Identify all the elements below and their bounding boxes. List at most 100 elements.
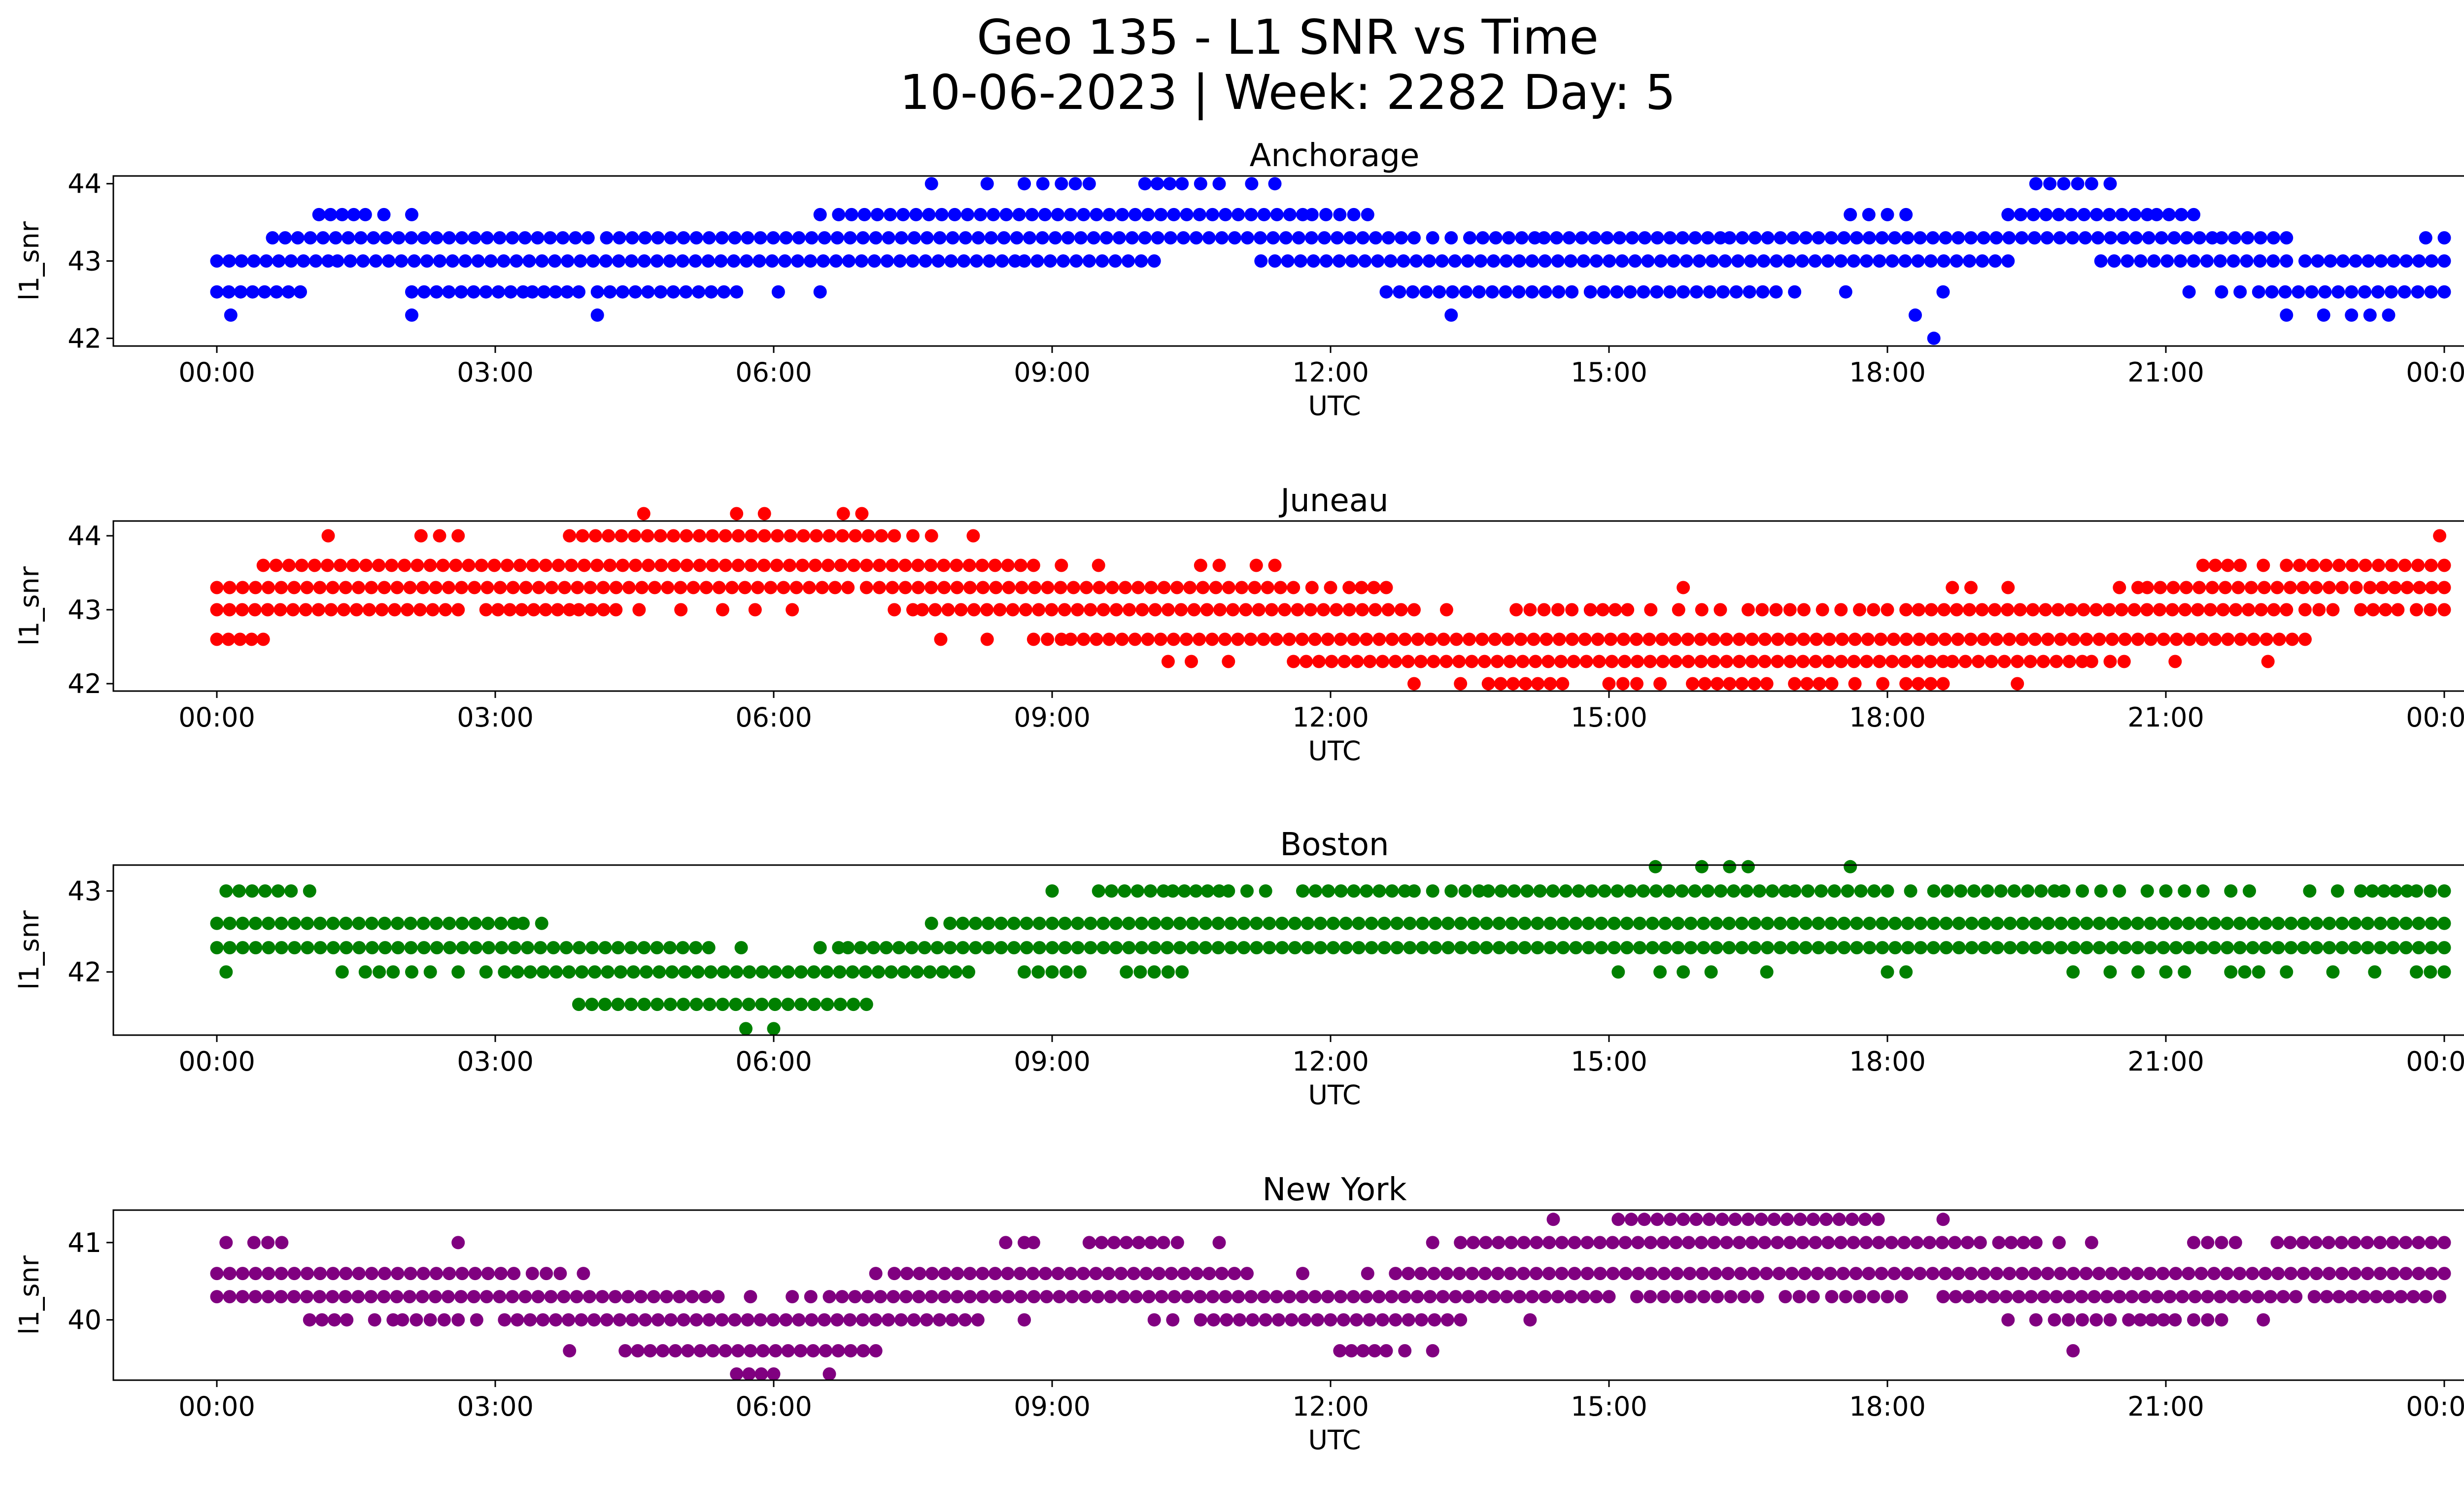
data-point [1867,603,1881,617]
data-point [1330,603,1343,617]
data-point [1131,581,1145,594]
data-point [2213,1290,2227,1304]
data-point [1597,285,1610,299]
data-point [256,632,270,646]
data-point [480,231,494,244]
data-point [1161,603,1175,617]
data-point [1275,916,1289,930]
data-point [2437,231,2451,244]
data-point [507,916,521,930]
data-point [960,208,974,221]
data-point [1658,916,1672,930]
data-point [716,998,729,1011]
data-point [1212,558,1226,572]
data-point [1727,884,1741,898]
data-point [1300,655,1313,668]
data-point [2320,1290,2333,1304]
data-point [1713,603,1727,617]
data-point [1055,558,1068,572]
data-point [1884,1236,1898,1250]
data-point [663,998,677,1011]
data-point [954,603,968,617]
data-point [1796,655,1810,668]
data-point [300,1290,313,1304]
data-point [2016,941,2030,955]
data-point [583,581,597,594]
data-point [692,529,706,543]
data-point [506,231,519,244]
data-point [1164,1267,1178,1281]
data-point [963,581,977,594]
data-point [1707,632,1720,646]
data-point [2067,632,2081,646]
data-point [1283,208,1297,221]
data-point [667,558,681,572]
data-point [1014,1290,1028,1304]
data-point [1644,603,1658,617]
data-point [609,581,623,594]
data-point [1018,965,1031,979]
data-point [1371,254,1385,268]
data-point [1177,884,1191,898]
data-point [2208,558,2222,572]
data-point [2284,916,2298,930]
data-point [346,558,360,572]
data-point [613,1313,626,1327]
data-point [313,941,327,955]
data-point [1525,1290,1539,1304]
data-point [1314,941,1327,955]
x-tick-label: 18:00 [1849,1391,1926,1422]
data-point [2085,1236,2098,1250]
data-point [1193,1290,1207,1304]
x-tick-label: 00:00 [2406,1046,2464,1077]
data-point [1735,941,1749,955]
data-point [549,965,563,979]
data-point [1939,231,1952,244]
data-point [880,254,894,268]
data-point [856,231,870,244]
data-point [222,632,235,646]
data-point [1073,965,1087,979]
data-point [944,254,958,268]
data-point [1786,941,1800,955]
data-point [1600,231,1614,244]
data-point [1714,884,1728,898]
data-point [1454,1313,1468,1327]
data-point [1170,1236,1184,1250]
data-point [719,1344,732,1357]
data-point [1683,1267,1697,1281]
data-point [1030,254,1044,268]
data-point [1779,1290,1792,1304]
data-point [1142,1290,1156,1304]
data-point [2176,1290,2190,1304]
data-point [1492,1236,1506,1250]
data-point [300,916,314,930]
data-point [2424,558,2438,572]
data-point [1837,916,1851,930]
data-point [388,603,402,617]
data-point [2394,1290,2408,1304]
data-point [539,603,552,617]
data-point [210,254,224,268]
data-point [1887,1267,1901,1281]
data-point [2118,916,2132,930]
data-point [2200,254,2214,268]
data-point [1990,1267,2004,1281]
data-point [223,581,237,594]
data-point [1245,177,1259,191]
data-point [367,231,380,244]
data-point [677,1313,690,1327]
data-point [906,603,920,617]
data-point [1176,231,1190,244]
data-point [1515,231,1529,244]
data-point [2075,1290,2088,1304]
data-point [1904,884,1917,898]
data-point [1552,632,1566,646]
data-point [1841,884,1854,898]
data-point [535,254,549,268]
data-point [2048,884,2061,898]
data-point [1144,1236,1158,1250]
data-point [1082,1236,1096,1250]
x-tick-label: 00:00 [178,1391,255,1422]
data-point [2140,603,2154,617]
